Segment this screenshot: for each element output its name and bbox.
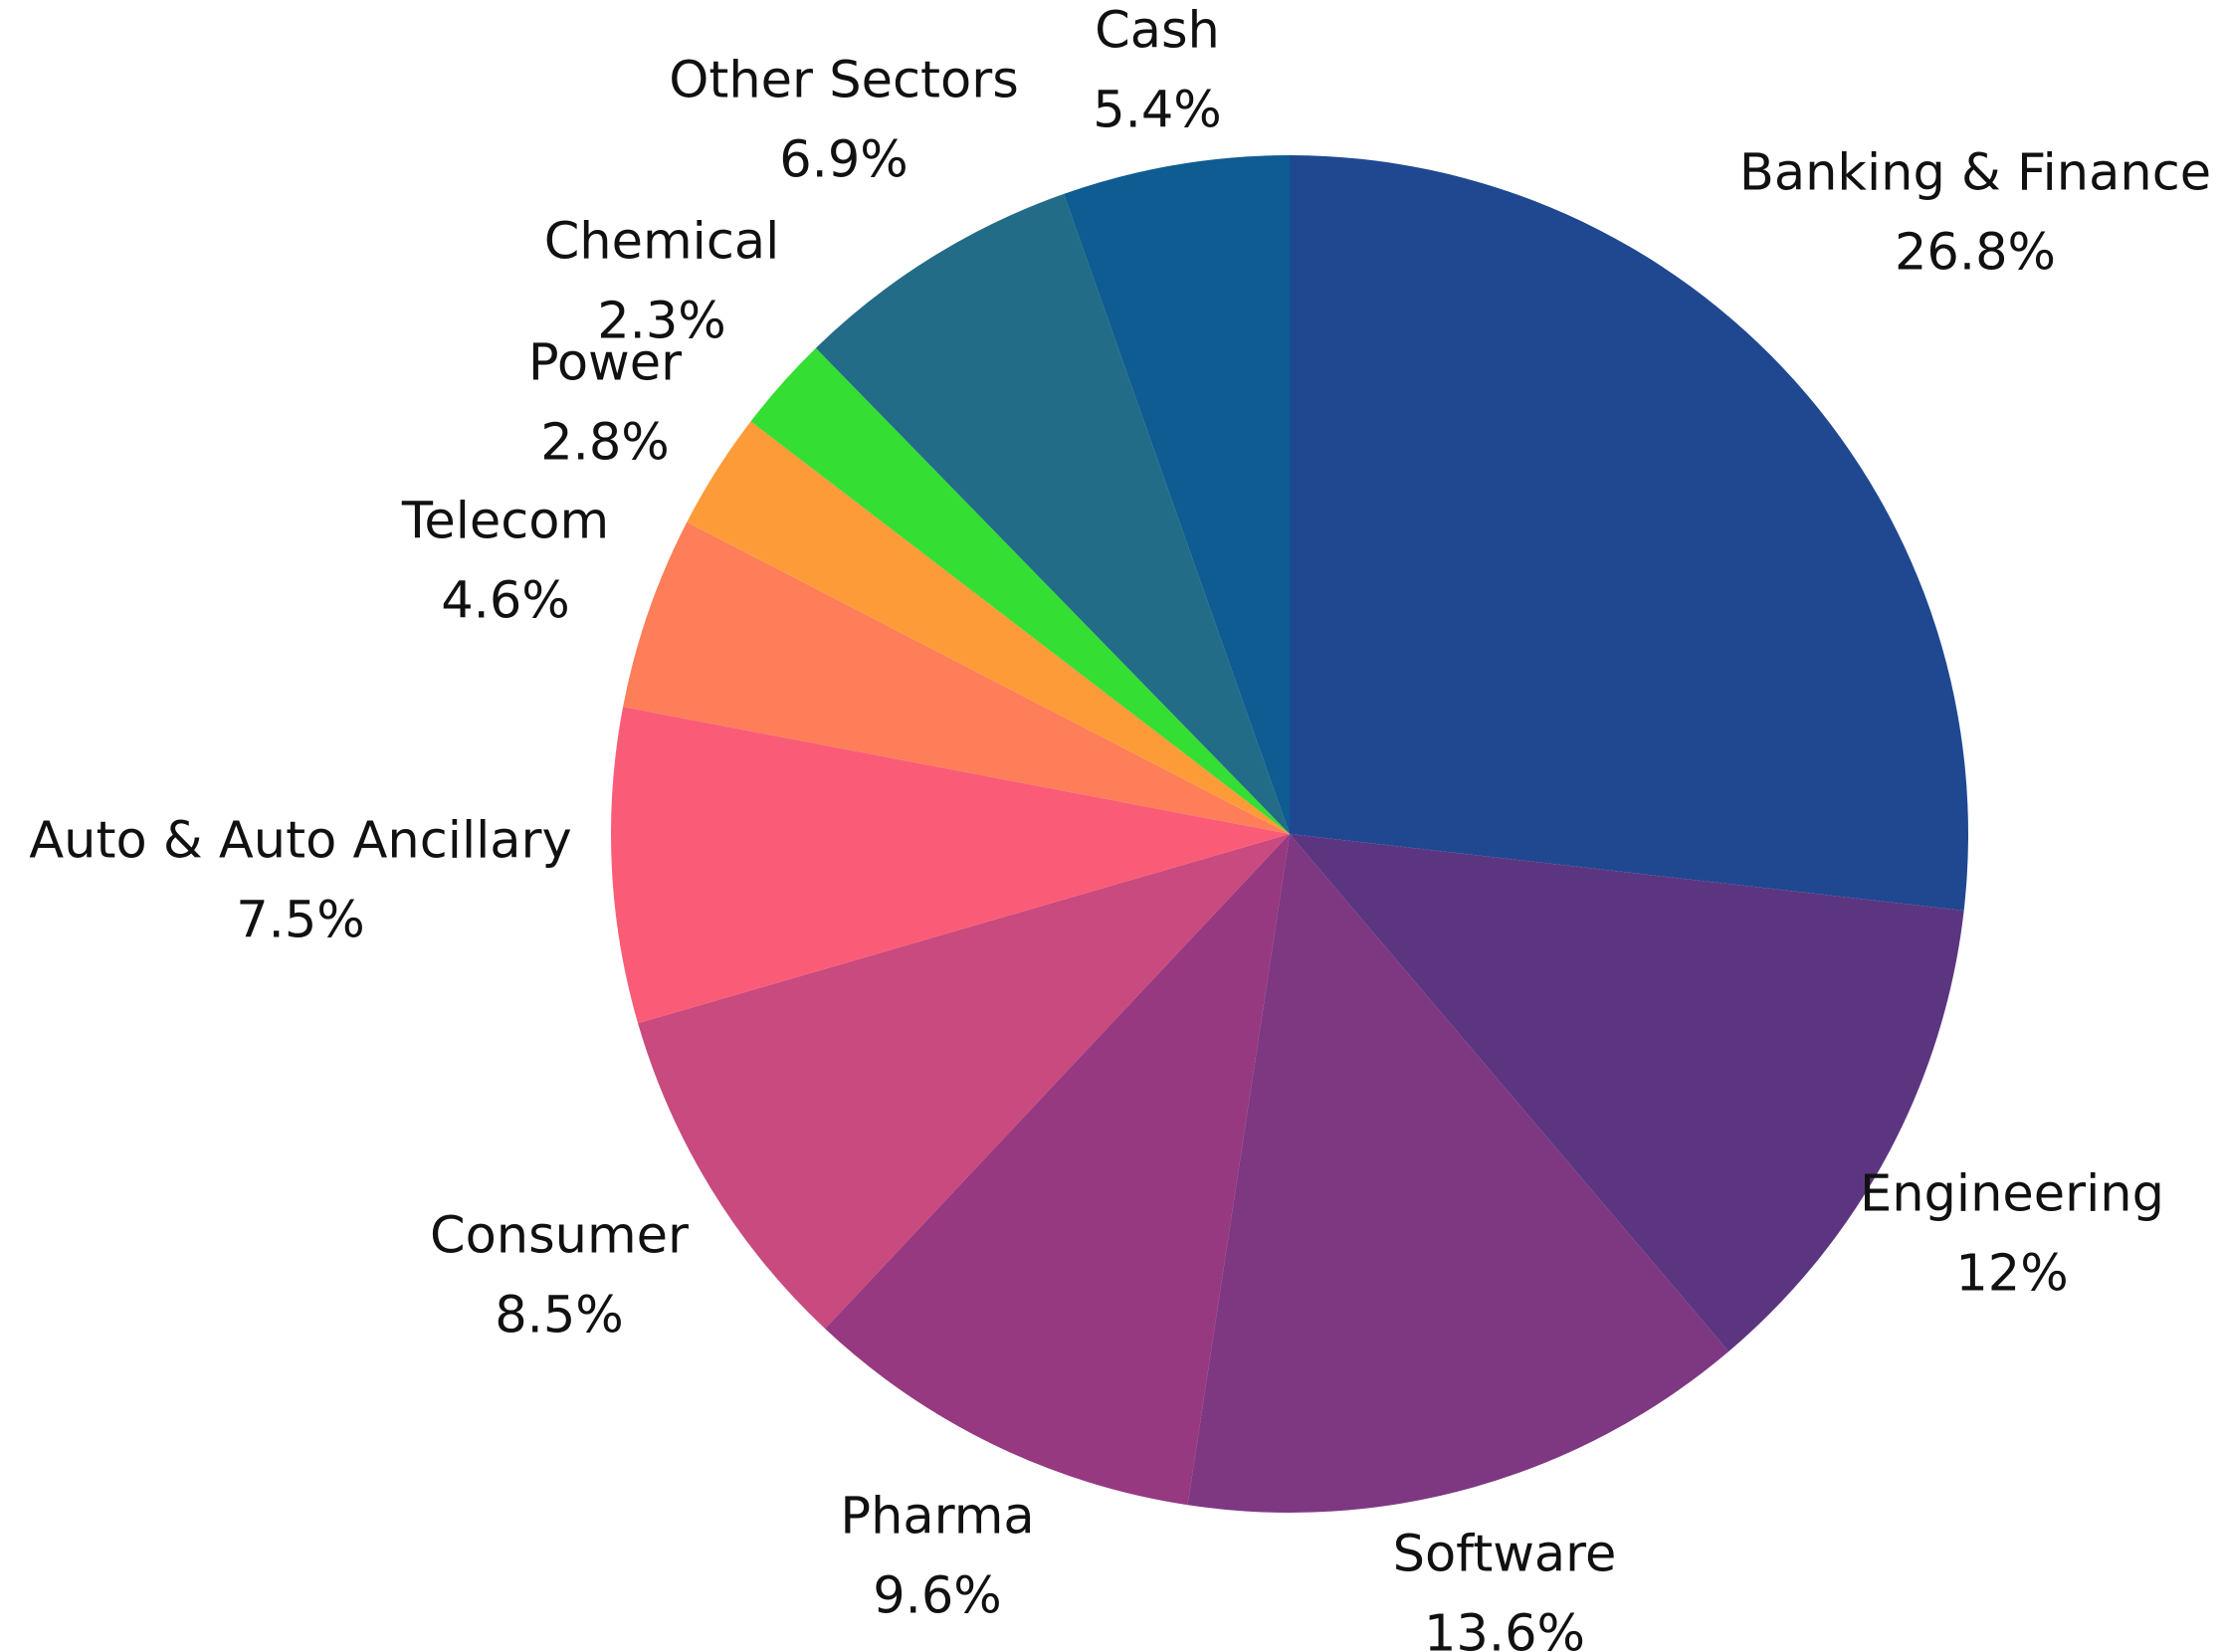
label-software: Software [1393, 1526, 1617, 1584]
label-power: Power [528, 334, 682, 393]
slice-chemical [750, 347, 1290, 834]
pie-slices [611, 155, 1968, 1513]
label-chemical: Chemical [544, 213, 780, 272]
slice-consumer [638, 834, 1290, 1330]
slice-banking-and-finance [1290, 155, 1968, 911]
label-cash: Cash [1095, 2, 1220, 61]
slice-other-sectors [815, 193, 1290, 834]
slice-cash [1064, 155, 1290, 834]
value-label-auto-and-auto-ancillary: 7.5% [236, 892, 365, 950]
label-pharma: Pharma [840, 1488, 1034, 1547]
label-consumer: Consumer [430, 1207, 689, 1266]
label-engineering: Engineering [1860, 1165, 2164, 1224]
value-label-engineering: 12% [1955, 1245, 2068, 1304]
slice-pharma [825, 834, 1290, 1506]
pie-labels: Banking & Finance 26.8% Engineering 12% Soft… [29, 2, 2211, 1652]
slice-auto-and-auto-ancillary [611, 707, 1290, 1024]
value-label-telecom: 4.6% [441, 572, 570, 631]
value-label-banking-and-finance: 26.8% [1895, 224, 2056, 283]
label-auto-and-auto-ancillary: Auto & Auto Ancillary [29, 812, 571, 871]
value-label-power: 2.8% [540, 414, 670, 473]
value-label-pharma: 9.6% [873, 1567, 1002, 1626]
value-label-consumer: 8.5% [495, 1287, 624, 1345]
value-label-software: 13.6% [1424, 1605, 1585, 1652]
slice-software [1187, 834, 1729, 1513]
label-telecom: Telecom [401, 493, 609, 551]
label-banking-and-finance: Banking & Finance [1739, 144, 2211, 203]
slice-telecom [623, 521, 1290, 834]
value-label-other-sectors: 6.9% [779, 131, 909, 190]
slice-engineering [1290, 834, 1964, 1351]
label-other-sectors: Other Sectors [669, 52, 1019, 110]
slice-power [687, 421, 1290, 834]
value-label-chemical: 2.3% [597, 293, 726, 351]
value-label-cash: 5.4% [1093, 82, 1222, 140]
